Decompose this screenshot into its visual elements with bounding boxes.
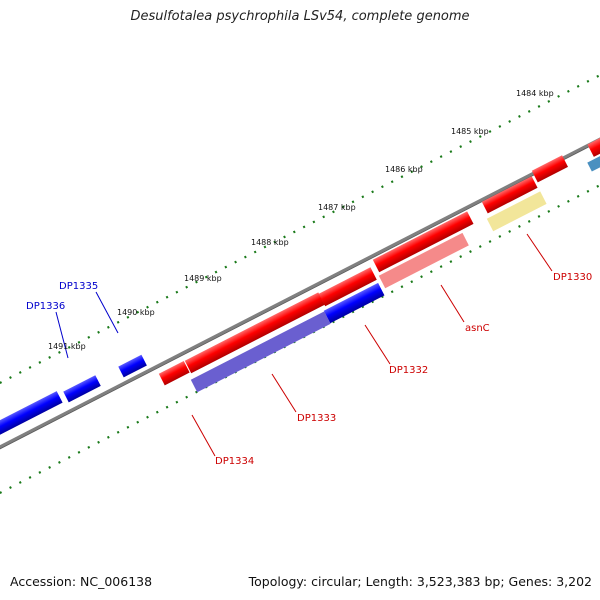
gene-dp1334-forward[interactable] bbox=[158, 360, 190, 386]
kbp-label: 1489 kbp bbox=[184, 274, 222, 283]
gene-asnc-band[interactable] bbox=[378, 232, 469, 289]
kbp-label: 1490 kbp bbox=[117, 308, 155, 317]
gene-steelblue-segment[interactable] bbox=[587, 148, 600, 172]
genome-summary-text: Topology: circular; Length: 3,523,383 bp… bbox=[248, 574, 592, 589]
gene-label-dp1335[interactable]: DP1335 bbox=[59, 281, 98, 292]
map-title: Desulfotalea psychrophila LSv54, complet… bbox=[130, 9, 470, 24]
outer-tick-ring bbox=[0, 73, 600, 385]
feature-track bbox=[0, 126, 600, 439]
gene-dp1332-forward[interactable] bbox=[318, 267, 377, 307]
gene-label-dp1336[interactable]: DP1336 bbox=[26, 301, 65, 312]
gene-label-dp1334[interactable]: DP1334 bbox=[215, 456, 254, 467]
gene-dp1335-reverse[interactable] bbox=[118, 354, 147, 378]
label-leaders bbox=[55, 233, 553, 457]
gene-dp1333-band[interactable] bbox=[190, 311, 331, 393]
gene-label-dp1332[interactable]: DP1332 bbox=[389, 365, 428, 376]
accession-text: Accession: NC_006138 bbox=[10, 574, 153, 589]
gene-forward-segment[interactable] bbox=[587, 126, 600, 157]
gene-label-asnc[interactable]: asnC bbox=[465, 323, 490, 334]
gene-forward-segment[interactable] bbox=[531, 155, 568, 183]
kbp-label: 1486 kbp bbox=[385, 165, 423, 174]
kbp-label: 1488 kbp bbox=[251, 238, 289, 247]
genome-backbone bbox=[0, 137, 600, 450]
gene-asnc-forward[interactable] bbox=[372, 211, 474, 273]
kbp-label: 1484 kbp bbox=[516, 89, 554, 98]
gene-left-reverse[interactable] bbox=[0, 391, 63, 439]
kbp-label: 1487 kbp bbox=[318, 203, 356, 212]
gene-label-dp1330[interactable]: DP1330 bbox=[553, 272, 592, 283]
gene-dp1333-forward[interactable] bbox=[184, 292, 325, 374]
gene-label-dp1333[interactable]: DP1333 bbox=[297, 413, 336, 424]
gene-labels: DP1330 asnC DP1332 DP1333 DP1334 DP1335 … bbox=[26, 272, 592, 467]
gene-dp1336-reverse[interactable] bbox=[63, 375, 101, 403]
kbp-scale: 1484 kbp 1485 kbp 1486 kbp 1487 kbp 1488… bbox=[48, 89, 554, 351]
kbp-label: 1485 kbp bbox=[451, 127, 489, 136]
kbp-label: 1491 kbp bbox=[48, 342, 86, 351]
gene-dp1330-band[interactable] bbox=[486, 191, 547, 232]
gene-dp1330-forward[interactable] bbox=[481, 176, 538, 214]
gene-dp1332-reverse[interactable] bbox=[323, 282, 385, 324]
